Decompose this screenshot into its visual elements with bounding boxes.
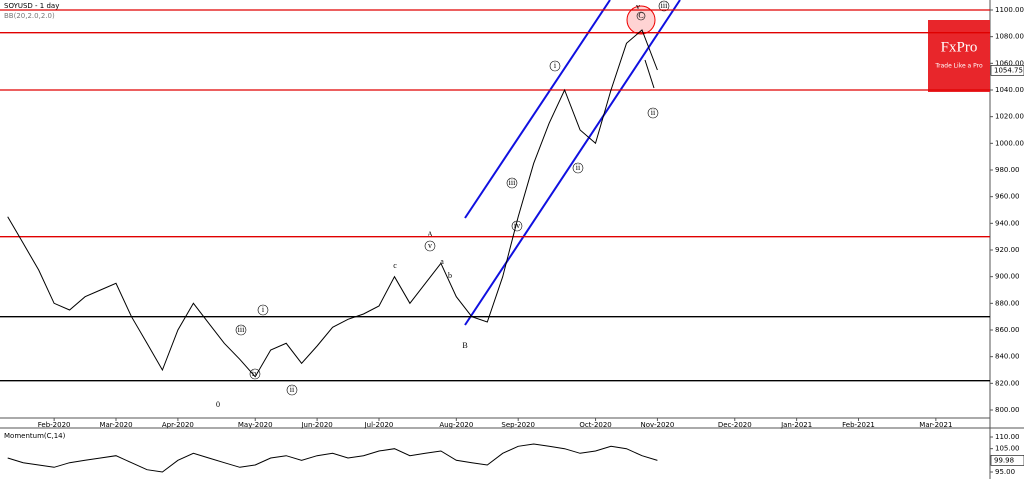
y-tick-label: 1060.00 <box>995 59 1024 67</box>
label-circle <box>424 240 436 252</box>
last-value-label: 1054.75 <box>994 66 1023 74</box>
logo-box <box>928 20 990 92</box>
momentum-title: Momentum(C,14) <box>4 432 66 440</box>
x-tick-label: Aug-2020 <box>439 421 473 429</box>
annotations: A B 0 C i ii iii iv v ii iii v i ii iii … <box>216 0 670 409</box>
wave-label: c <box>393 261 397 270</box>
wave-label: C <box>638 11 643 20</box>
wave-label: i <box>554 61 557 70</box>
x-tick-label: Mar-2021 <box>919 421 952 429</box>
label-circle <box>636 11 646 21</box>
wave-label: ii <box>290 385 295 394</box>
y-tick-label: 940.00 <box>995 219 1020 227</box>
channel-line <box>464 0 611 219</box>
y-tick-label: 820.00 <box>995 379 1020 387</box>
wave-label: B <box>462 341 467 350</box>
y-tick-label: 800.00 <box>995 406 1020 414</box>
label-circle <box>647 107 659 119</box>
y-tick-label: 860.00 <box>995 326 1020 334</box>
x-tick-label: May-2020 <box>238 421 273 429</box>
label-circle <box>572 162 584 174</box>
wave-label: iii <box>661 1 668 10</box>
wave-label: v <box>636 2 640 11</box>
x-tick-label: Dec-2020 <box>718 421 752 429</box>
y-tick-label: 920.00 <box>995 246 1020 254</box>
label-circle <box>286 384 298 396</box>
x-tick-label: Sep-2020 <box>501 421 535 429</box>
label-circle <box>658 0 670 12</box>
price-line <box>7 443 658 473</box>
wave-label: ii <box>576 163 581 172</box>
y-tick-label: 960.00 <box>995 193 1020 201</box>
y-tick-label: 1000.00 <box>995 139 1024 147</box>
wave-label: i <box>262 305 265 314</box>
y-tick-label: 1080.00 <box>995 33 1024 41</box>
last-value-box <box>990 65 1024 76</box>
y-tick-label: 980.00 <box>995 166 1020 174</box>
last-value-box <box>990 455 1024 466</box>
logo-text: FxPro <box>941 39 978 55</box>
x-tick-label: Nov-2020 <box>641 421 675 429</box>
label-circle <box>257 304 269 316</box>
price-line <box>7 29 658 378</box>
x-tick-label: Feb-2021 <box>842 421 875 429</box>
label-circle <box>506 177 518 189</box>
indicator-label: BB(20,2.0,2.0) <box>4 12 55 20</box>
y-tick-label: 105.00 <box>995 445 1020 453</box>
wave-label: iv <box>514 221 520 230</box>
y-tick-label: 840.00 <box>995 353 1020 361</box>
wave-label: b <box>448 271 452 280</box>
x-tick-label: Apr-2020 <box>162 421 194 429</box>
wave-label: ii <box>651 108 656 117</box>
wave-label: iii <box>509 178 516 187</box>
y-tick-label: 1020.00 <box>995 113 1024 121</box>
chart-title: SOYUSD - 1 day <box>4 2 59 10</box>
wave-label: v <box>428 241 432 250</box>
x-tick-label: Feb-2020 <box>38 421 71 429</box>
x-tick-label: Mar-2020 <box>99 421 132 429</box>
label-circle <box>549 60 561 72</box>
x-tick-label: Jan-2021 <box>780 421 812 429</box>
label-circle <box>249 368 261 380</box>
wave-label: iii <box>238 325 245 334</box>
x-tick-label: Jun-2020 <box>300 421 332 429</box>
y-tick-label: 110.00 <box>995 433 1020 441</box>
y-tick-label: 880.00 <box>995 299 1020 307</box>
logo-tagline: Trade Like a Pro <box>934 63 983 70</box>
x-tick-label: Jul-2020 <box>364 421 394 429</box>
wave-label: 0 <box>216 400 220 409</box>
wave-label: iv <box>252 369 258 378</box>
channel-line <box>464 0 681 326</box>
label-circle <box>235 324 247 336</box>
wave-label: A <box>427 230 433 239</box>
arrow <box>644 59 655 89</box>
last-value-label: 99.98 <box>994 456 1014 464</box>
y-tick-label: 95.00 <box>995 468 1015 476</box>
wave-label: a <box>440 257 444 266</box>
y-tick-label: 900.00 <box>995 273 1020 281</box>
x-tick-label: Oct-2020 <box>579 421 611 429</box>
y-tick-label: 1040.00 <box>995 86 1024 94</box>
y-tick-label: 1100.00 <box>995 6 1024 14</box>
